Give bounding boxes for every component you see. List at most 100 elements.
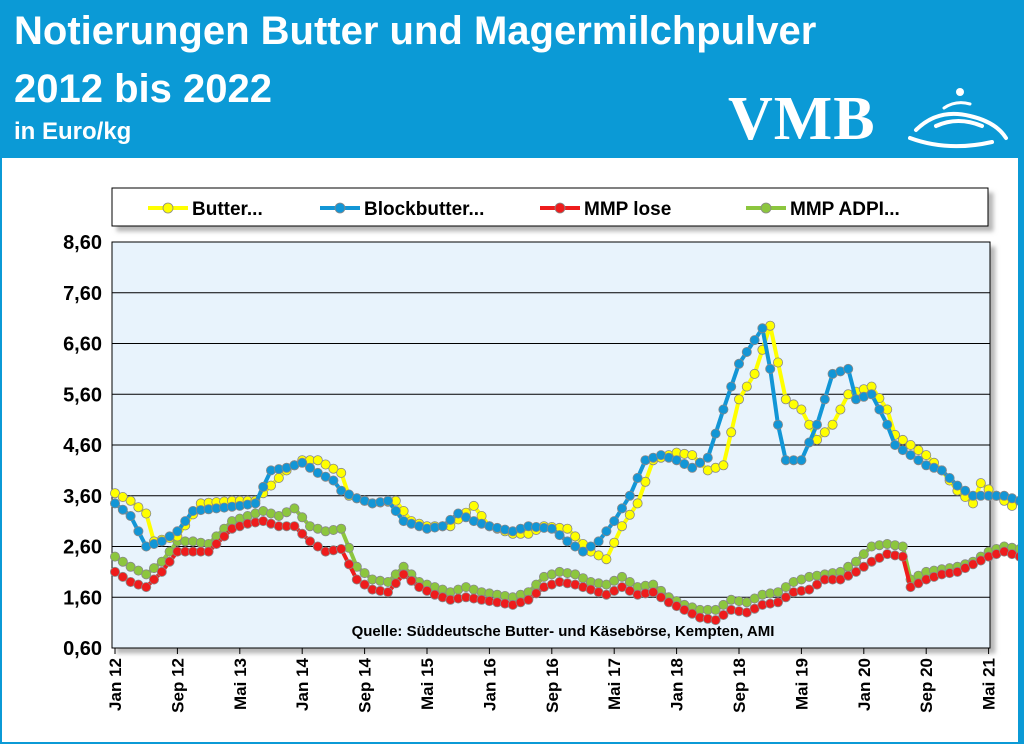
data-point: [1014, 551, 1018, 562]
data-point: [617, 571, 628, 582]
data-point: [656, 592, 667, 603]
data-point: [827, 419, 838, 430]
data-point: [110, 551, 121, 562]
data-point: [796, 404, 807, 415]
data-point: [773, 419, 784, 430]
data-point: [125, 495, 136, 506]
data-point: [765, 363, 776, 374]
legend-item-butter: Butter...: [148, 199, 263, 220]
data-point: [141, 508, 152, 519]
x-tick-label: Mai 17: [605, 658, 624, 710]
logo-text: VMB: [728, 85, 876, 153]
data-point: [297, 457, 308, 468]
data-point: [141, 582, 152, 593]
y-tick-label: 1,60: [63, 587, 102, 609]
data-point: [804, 437, 815, 448]
data-point: [757, 323, 768, 334]
data-point: [890, 439, 901, 450]
x-tick-label: Jan 18: [668, 658, 687, 711]
source-note: Quelle: Süddeutsche Butter- und Käsebörs…: [352, 623, 775, 640]
data-point: [554, 530, 565, 541]
data-point: [406, 575, 417, 586]
data-point: [609, 575, 620, 586]
data-point: [632, 498, 643, 509]
data-point: [359, 568, 370, 579]
x-tick-label: Sep 16: [543, 658, 562, 713]
data-point: [297, 528, 308, 539]
data-point: [624, 490, 635, 501]
x-tick-label: Mai 21: [980, 658, 999, 710]
data-point: [780, 592, 791, 603]
data-point: [835, 404, 846, 415]
data-point: [156, 536, 167, 547]
data-point: [718, 404, 729, 415]
data-point: [328, 463, 339, 474]
data-point: [796, 455, 807, 466]
data-point: [702, 452, 713, 463]
y-tick-label: 4,60: [63, 435, 102, 457]
data-point: [445, 514, 456, 525]
data-point: [117, 504, 128, 515]
data-point: [133, 526, 144, 537]
data-point: [156, 566, 167, 577]
data-point: [710, 604, 721, 615]
x-tick-label: Jan 20: [855, 658, 874, 711]
data-point: [741, 346, 752, 357]
data-point: [585, 541, 596, 552]
data-point: [562, 523, 573, 534]
data-point: [398, 569, 409, 580]
data-point: [312, 455, 323, 466]
data-point: [788, 399, 799, 410]
data-point: [211, 538, 222, 549]
data-point: [843, 363, 854, 374]
data-point: [390, 505, 401, 516]
data-point: [749, 335, 760, 346]
x-tick-label: Sep 14: [356, 657, 375, 712]
data-point: [905, 450, 916, 461]
data-point: [858, 561, 869, 572]
data-point: [780, 394, 791, 405]
y-tick-label: 7,60: [63, 283, 102, 305]
legend-item-blockbutter: Blockbutter...: [320, 199, 484, 220]
chart-frame: 8,60 7,60 6,60 5,60 4,60 3,60 2,60 1,60 0,60 Jan…: [0, 156, 1020, 744]
data-point: [804, 584, 815, 595]
data-point: [913, 455, 924, 466]
series-mmp-lose: [110, 516, 1018, 626]
data-point: [312, 541, 323, 552]
data-point: [117, 556, 128, 567]
data-point: [359, 579, 370, 590]
data-point: [297, 512, 308, 523]
data-point: [382, 495, 393, 506]
data-point: [718, 460, 729, 471]
data-point: [687, 450, 698, 461]
y-tick-label: 3,60: [63, 486, 102, 508]
data-point: [780, 582, 791, 593]
data-point: [180, 516, 191, 527]
data-point: [110, 566, 121, 577]
data-point: [648, 587, 659, 598]
data-point: [304, 462, 315, 473]
data-point: [710, 615, 721, 626]
legend-label: Butter...: [192, 199, 263, 220]
data-point: [117, 571, 128, 582]
x-tick-label: Mai 13: [231, 658, 250, 710]
x-tick-label: Mai 15: [418, 658, 437, 710]
data-point: [905, 439, 916, 450]
legend-label: Blockbutter...: [364, 199, 484, 220]
data-point: [148, 574, 159, 585]
data-point: [578, 546, 589, 557]
data-point: [944, 472, 955, 483]
unit-label: in Euro/kg: [14, 118, 132, 145]
data-point: [609, 516, 620, 527]
data-point: [172, 526, 183, 537]
legend-swatch-marker: [760, 202, 772, 214]
data-point: [718, 599, 729, 610]
data-point: [390, 578, 401, 589]
data-point: [570, 541, 581, 552]
legend-swatch-marker: [162, 202, 174, 214]
data-point: [773, 597, 784, 608]
data-point: [523, 594, 534, 605]
data-point: [289, 521, 300, 532]
data-point: [219, 531, 230, 542]
data-point: [632, 472, 643, 483]
